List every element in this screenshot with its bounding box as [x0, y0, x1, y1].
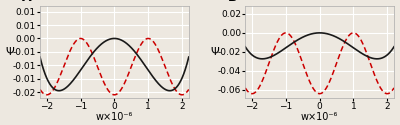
Y-axis label: Ψ: Ψ	[210, 47, 219, 57]
Text: A: A	[22, 0, 32, 4]
Y-axis label: Ψ: Ψ	[5, 47, 14, 57]
X-axis label: w×10⁻⁶: w×10⁻⁶	[96, 112, 133, 122]
X-axis label: w×10⁻⁶: w×10⁻⁶	[301, 112, 338, 122]
Text: B: B	[228, 0, 237, 4]
